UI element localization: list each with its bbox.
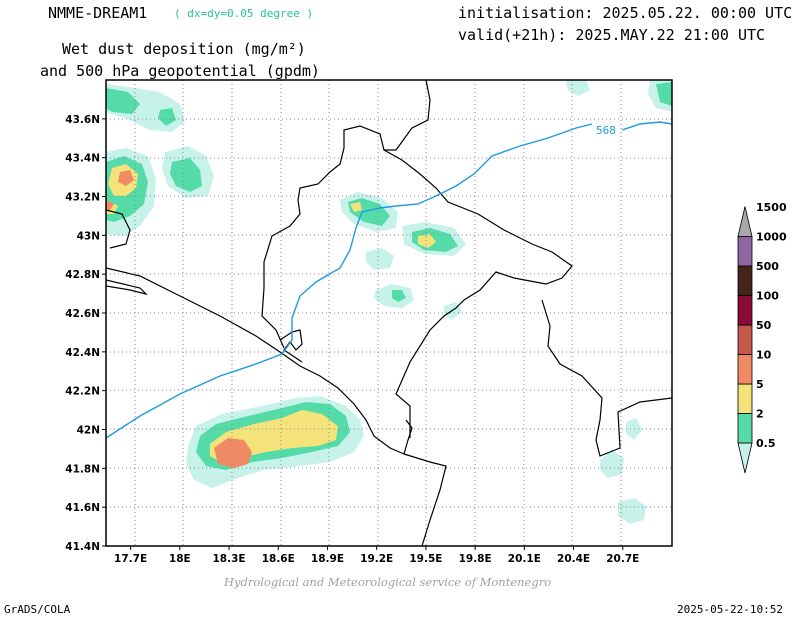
- lon-label: 19.2E: [360, 553, 393, 565]
- dust-deposition-shading: [106, 80, 672, 524]
- model-title: NMME-DREAM1: [48, 4, 148, 22]
- legend-swatch: [737, 413, 753, 444]
- legend-label: 100: [756, 290, 779, 303]
- lat-label: 42.2N: [65, 386, 100, 398]
- legend-swatch: [737, 206, 753, 237]
- lat-label: 43.6N: [65, 114, 100, 126]
- legend-swatch: [737, 383, 753, 414]
- lat-label: 41.6N: [65, 502, 100, 514]
- contour-label: 568: [596, 124, 616, 137]
- lat-label: 43N: [77, 230, 100, 242]
- lon-label: 20.4E: [557, 553, 590, 565]
- lon-label: 18.6E: [262, 553, 295, 565]
- lat-label: 42.8N: [65, 269, 100, 281]
- legend-label: 10: [756, 349, 772, 362]
- legend-label: 5: [756, 378, 764, 391]
- legend-swatch: [737, 324, 753, 355]
- footer-timestamp: 2025-05-22-10:52: [677, 603, 783, 616]
- lon-label: 19.8E: [459, 553, 492, 565]
- legend-label: 50: [756, 319, 772, 332]
- lat-label: 42.6N: [65, 308, 100, 320]
- lon-label: 19.5E: [409, 553, 442, 565]
- lat-lon-grid: [106, 80, 672, 546]
- field-title-line2: and 500 hPa geopotential (gpdm): [40, 62, 320, 80]
- field-title-line1: Wet dust deposition (mg/m²): [62, 40, 306, 58]
- legend-swatch: [737, 354, 753, 385]
- initialisation-time: initialisation: 2025.05.22. 00:00 UTC: [458, 4, 793, 22]
- lon-label: 18.9E: [311, 553, 344, 565]
- geopotential-contour-568-east: [621, 121, 672, 131]
- legend-swatch: [737, 265, 753, 296]
- credit-text: Hydrological and Meteorological service …: [224, 575, 552, 589]
- lon-label: 20.1E: [508, 553, 541, 565]
- legend-swatch: [737, 236, 753, 267]
- latitude-axis: 43.6N 43.4N 43.2N 43N 42.8N 42.6N 42.4N 42.2N 42…: [65, 114, 106, 553]
- legend-label: 500: [756, 260, 779, 273]
- legend-swatch: [737, 295, 753, 326]
- legend-label: 0.5: [756, 437, 776, 450]
- lon-label: 17.7E: [114, 553, 147, 565]
- legend-colorbar: 0.5 2 5 10 50 100 500 1000 1500: [737, 201, 787, 474]
- borders-coastline: [106, 80, 672, 546]
- map-area: 568: [106, 80, 672, 546]
- lat-label: 41.8N: [65, 463, 100, 475]
- legend-label: 2: [756, 408, 764, 421]
- lat-label: 42.4N: [65, 347, 100, 359]
- lon-label: 20.7E: [606, 553, 639, 565]
- longitude-axis: 17.7E 18E 18.3E 18.6E 18.9E 19.2E 19.5E 19.8E 20…: [114, 546, 639, 565]
- lon-label: 18E: [169, 553, 191, 565]
- legend-label: 1500: [756, 201, 787, 214]
- geopotential-contour-568: [106, 123, 593, 439]
- footer-software: GrADS/COLA: [4, 603, 71, 616]
- lat-label: 42N: [77, 425, 100, 437]
- lat-label: 43.2N: [65, 192, 100, 204]
- legend-swatch: [737, 442, 753, 474]
- resolution-note: ( dx=dy=0.05 degree ): [174, 7, 314, 20]
- legend-label: 1000: [756, 231, 787, 244]
- lon-label: 18.3E: [212, 553, 245, 565]
- lat-label: 41.4N: [65, 541, 100, 553]
- valid-time: valid(+21h): 2025.MAY.22 21:00 UTC: [458, 26, 766, 44]
- lat-label: 43.4N: [65, 153, 100, 165]
